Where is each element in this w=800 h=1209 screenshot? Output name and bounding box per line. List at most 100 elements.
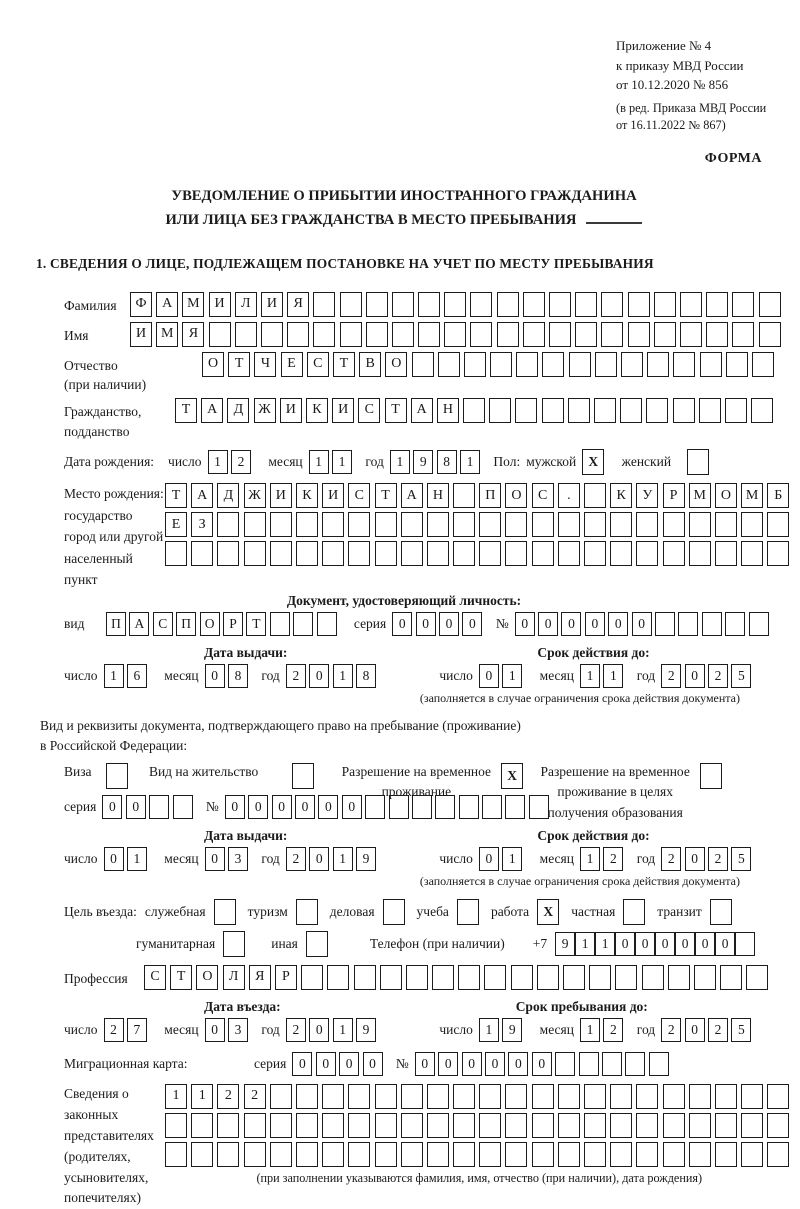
char-cell[interactable] [243, 541, 266, 567]
char-cell[interactable] [568, 351, 591, 377]
residence-permit-checkbox[interactable] [282, 762, 317, 790]
char-cell[interactable] [348, 1112, 371, 1138]
char-cell[interactable]: 1 [502, 664, 523, 689]
char-cell[interactable] [453, 483, 476, 509]
char-cell[interactable] [672, 397, 695, 423]
char-cell[interactable]: М [688, 483, 711, 509]
char-cell[interactable]: 0 [224, 794, 245, 819]
char-cell[interactable] [411, 794, 432, 819]
char-cell[interactable]: 0 [684, 664, 705, 689]
char-cell[interactable]: 0 [204, 1017, 225, 1042]
char-cell[interactable] [589, 964, 612, 990]
char-cell[interactable] [348, 1141, 371, 1167]
char-cell[interactable]: Я [287, 291, 310, 317]
char-cell[interactable] [741, 541, 764, 567]
char-cell[interactable]: Б [767, 483, 790, 509]
char-cell[interactable] [165, 1112, 187, 1138]
char-cell[interactable] [767, 1112, 790, 1138]
char-cell[interactable] [714, 1141, 737, 1167]
char-cell[interactable] [348, 541, 371, 567]
char-cell[interactable] [269, 612, 290, 637]
char-cell[interactable]: Е [280, 351, 303, 377]
char-cell[interactable]: 1 [579, 846, 600, 871]
char-cell[interactable]: Т [374, 483, 397, 509]
char-cell[interactable] [269, 1083, 292, 1109]
char-cell[interactable] [724, 397, 747, 423]
char-cell[interactable] [374, 512, 397, 538]
char-cell[interactable]: 0 [508, 1051, 529, 1076]
char-cell[interactable]: Т [246, 612, 267, 637]
char-cell[interactable]: 0 [608, 612, 629, 637]
char-cell[interactable] [243, 1112, 266, 1138]
char-cell[interactable] [260, 321, 283, 347]
char-cell[interactable] [557, 1141, 580, 1167]
char-cell[interactable]: 8 [227, 664, 248, 689]
char-cell[interactable] [426, 541, 449, 567]
char-cell[interactable]: . [557, 483, 580, 509]
char-cell[interactable]: 6 [126, 664, 147, 689]
purpose-study-checkbox[interactable] [456, 898, 479, 925]
char-cell[interactable]: А [201, 397, 224, 423]
char-cell[interactable]: 0 [309, 846, 330, 871]
char-cell[interactable] [601, 321, 624, 347]
char-cell[interactable]: 0 [631, 612, 652, 637]
char-cell[interactable]: К [295, 483, 318, 509]
char-cell[interactable]: 9 [413, 450, 434, 475]
char-cell[interactable]: О [196, 964, 219, 990]
char-cell[interactable]: Т [165, 483, 187, 509]
char-cell[interactable]: 3 [227, 846, 248, 871]
char-cell[interactable] [625, 1051, 646, 1076]
char-cell[interactable] [653, 321, 676, 347]
char-cell[interactable]: 0 [461, 1051, 482, 1076]
char-cell[interactable] [313, 291, 336, 317]
purpose-work-checkbox[interactable]: X [537, 898, 560, 925]
char-cell[interactable] [555, 1051, 576, 1076]
char-cell[interactable] [165, 541, 187, 567]
char-cell[interactable] [758, 291, 781, 317]
char-cell[interactable]: 0 [675, 931, 696, 956]
char-cell[interactable] [732, 321, 755, 347]
char-cell[interactable] [584, 512, 606, 538]
char-cell[interactable] [563, 964, 585, 990]
char-cell[interactable] [679, 321, 702, 347]
char-cell[interactable] [287, 321, 310, 347]
char-cell[interactable] [725, 612, 746, 637]
char-cell[interactable]: 9 [502, 1017, 523, 1042]
char-cell[interactable] [647, 351, 670, 377]
char-cell[interactable] [746, 964, 769, 990]
char-cell[interactable] [479, 1141, 502, 1167]
char-cell[interactable] [725, 351, 748, 377]
char-cell[interactable]: П [106, 612, 126, 637]
char-cell[interactable]: 0 [462, 612, 483, 637]
char-cell[interactable]: Д [217, 483, 240, 509]
char-cell[interactable] [688, 1112, 711, 1138]
char-cell[interactable] [165, 1141, 187, 1167]
char-cell[interactable]: А [129, 612, 150, 637]
char-cell[interactable]: 0 [414, 1051, 435, 1076]
char-cell[interactable] [714, 512, 737, 538]
char-cell[interactable]: 0 [292, 1051, 313, 1076]
char-cell[interactable]: Т [175, 397, 197, 423]
char-cell[interactable] [541, 397, 564, 423]
char-cell[interactable] [542, 351, 565, 377]
char-cell[interactable]: 2 [243, 1083, 266, 1109]
char-cell[interactable]: 0 [415, 612, 436, 637]
char-cell[interactable]: 1 [460, 450, 481, 475]
char-cell[interactable]: Т [332, 351, 355, 377]
char-cell[interactable]: И [332, 397, 355, 423]
char-cell[interactable] [505, 1112, 528, 1138]
char-cell[interactable]: 0 [102, 794, 123, 819]
char-cell[interactable]: М [156, 321, 179, 347]
char-cell[interactable]: 0 [294, 794, 315, 819]
char-cell[interactable] [636, 1083, 659, 1109]
representatives-cells-row3[interactable] [165, 1141, 794, 1167]
